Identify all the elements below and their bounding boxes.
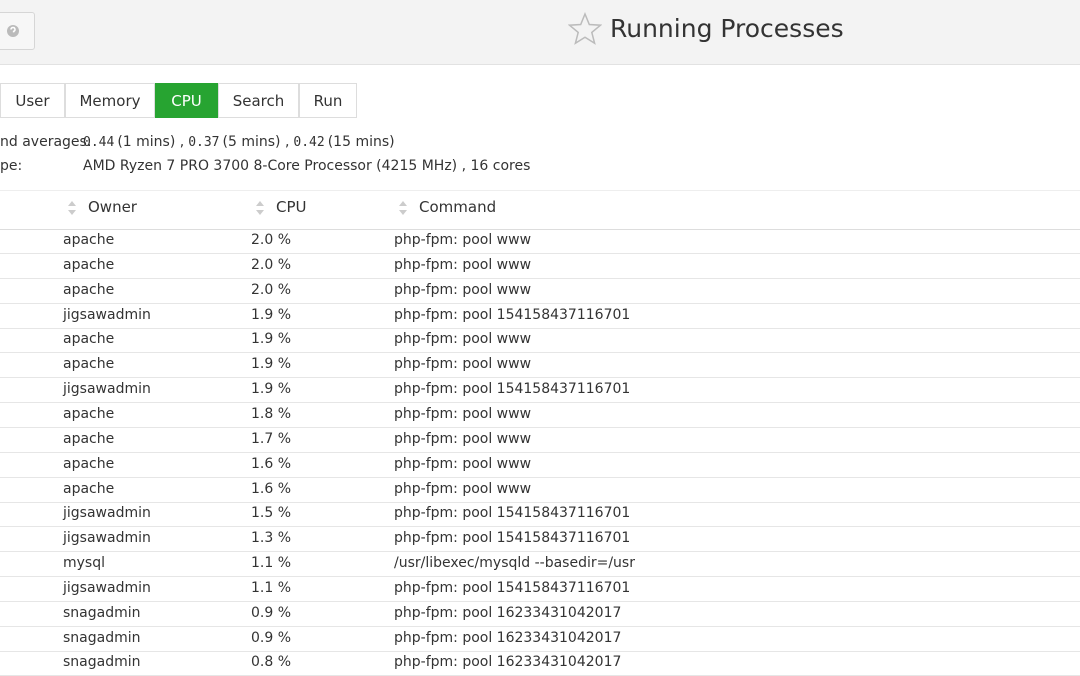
cpu-cell: 0.9 % (251, 629, 292, 646)
owner-cell: snagadmin (63, 629, 141, 646)
owner-cell: apache (63, 480, 115, 497)
table-row (0, 502, 1080, 528)
owner-cell: apache (63, 356, 115, 373)
cpu-cell: 0.8 % (251, 654, 292, 671)
table-row (0, 552, 1080, 578)
table-row (0, 627, 1080, 652)
cpu-cell: 1.1 % (251, 555, 292, 572)
command-cell: php-fpm: pool www (394, 455, 532, 472)
table-row (0, 403, 1080, 428)
owner-cell: apache (63, 430, 115, 447)
load-period: (1 mins) , (117, 134, 185, 150)
command-cell: php-fpm: pool www (394, 232, 532, 248)
help-button[interactable] (0, 12, 35, 50)
cpu-cell: 1.8 % (251, 405, 292, 422)
table-row (0, 279, 1080, 304)
command-cell: php-fpm: pool 154158437116701 (394, 505, 631, 522)
command-cell: php-fpm: pool www (394, 480, 532, 497)
table-row (0, 527, 1080, 553)
cpu-type: AMD Ryzen 7 PRO 3700 8-Core Processor (4… (83, 158, 531, 174)
cpu-cell: 1.7 % (251, 430, 292, 447)
sort-icon[interactable] (67, 200, 77, 216)
page-title: Running Processes (610, 14, 844, 43)
load-values: 0.44 (1 mins) , 0.37 (5 mins) , 0.42 (15 mins… (83, 134, 399, 150)
command-cell: php-fpm: pool www (394, 256, 532, 273)
owner-cell: snagadmin (63, 604, 141, 621)
table-row (0, 602, 1080, 627)
tab[interactable]: CPU (155, 83, 218, 118)
owner-cell: jigsawadmin (63, 505, 151, 522)
owner-cell: apache (63, 405, 115, 422)
cpu-cell: 2.0 % (251, 281, 292, 298)
owner-cell: apache (63, 256, 115, 273)
help-icon (7, 25, 19, 37)
favorite-star[interactable] (568, 12, 602, 46)
command-cell: php-fpm: pool 16233431042017 (394, 604, 622, 621)
load-period: (15 mins) (327, 134, 395, 150)
cpu-cell: 1.9 % (251, 356, 292, 373)
tab[interactable]: Search (218, 83, 299, 118)
command-cell: php-fpm: pool www (394, 405, 532, 422)
table-row (0, 254, 1080, 279)
table-row (0, 304, 1080, 329)
load-period: (5 mins) , (222, 134, 290, 150)
owner-cell: jigsawadmin (63, 381, 151, 398)
command-cell: php-fpm: pool www (394, 331, 532, 348)
column-header[interactable]: CPU (276, 198, 307, 216)
table-row (0, 577, 1080, 602)
owner-cell: apache (63, 281, 115, 298)
cpu-cell: 1.3 % (251, 530, 292, 547)
cpu-cell: 1.5 % (251, 505, 292, 522)
owner-cell: apache (63, 232, 115, 248)
command-cell: php-fpm: pool 154158437116701 (394, 381, 631, 398)
cpu-cell: 1.9 % (251, 381, 292, 398)
command-cell: php-fpm: pool www (394, 356, 532, 373)
load-value: 0.44 (83, 135, 115, 150)
table-header (0, 190, 1080, 230)
command-cell: php-fpm: pool 154158437116701 (394, 530, 631, 547)
owner-cell: mysql (63, 555, 105, 572)
table-row (0, 229, 1080, 254)
sort-icon[interactable] (255, 200, 265, 216)
command-cell: php-fpm: pool 154158437116701 (394, 579, 631, 596)
cpu-cell: 2.0 % (251, 256, 292, 273)
cpu-cell: 1.9 % (251, 331, 292, 348)
cpu-cell: 1.9 % (251, 306, 292, 323)
cpu-cell: 0.9 % (251, 604, 292, 621)
command-cell: php-fpm: pool www (394, 430, 532, 447)
owner-cell: snagadmin (63, 654, 141, 671)
cpu-label: pe: (0, 158, 23, 174)
tab[interactable]: Memory (65, 83, 155, 118)
table-row (0, 353, 1080, 379)
load-value: 0.37 (188, 135, 220, 150)
table-row (0, 453, 1080, 478)
cpu-cell: 1.1 % (251, 579, 292, 596)
owner-cell: apache (63, 455, 115, 472)
table-row (0, 378, 1080, 404)
owner-cell: jigsawadmin (63, 579, 151, 596)
cpu-cell: 1.6 % (251, 480, 292, 497)
command-cell: php-fpm: pool www (394, 281, 532, 298)
command-cell: /usr/libexec/mysqld --basedir=/usr (394, 555, 635, 572)
table-row (0, 428, 1080, 453)
command-cell: php-fpm: pool 154158437116701 (394, 306, 631, 323)
owner-cell: jigsawadmin (63, 530, 151, 547)
column-header[interactable]: Owner (88, 198, 137, 216)
load-value: 0.42 (293, 135, 325, 150)
sort-icon[interactable] (398, 200, 408, 216)
command-cell: php-fpm: pool 16233431042017 (394, 629, 622, 646)
owner-cell: jigsawadmin (63, 306, 151, 323)
load-label: nd averages: (0, 134, 92, 150)
header-bar (0, 0, 1080, 65)
cpu-cell: 1.6 % (251, 455, 292, 472)
tab[interactable]: Run (299, 83, 357, 118)
tab[interactable]: User (0, 83, 65, 118)
cpu-cell: 2.0 % (251, 232, 292, 248)
command-cell: php-fpm: pool 16233431042017 (394, 654, 622, 671)
owner-cell: apache (63, 331, 115, 348)
table-row (0, 328, 1080, 354)
column-header[interactable]: Command (419, 198, 497, 216)
table-row (0, 478, 1080, 503)
